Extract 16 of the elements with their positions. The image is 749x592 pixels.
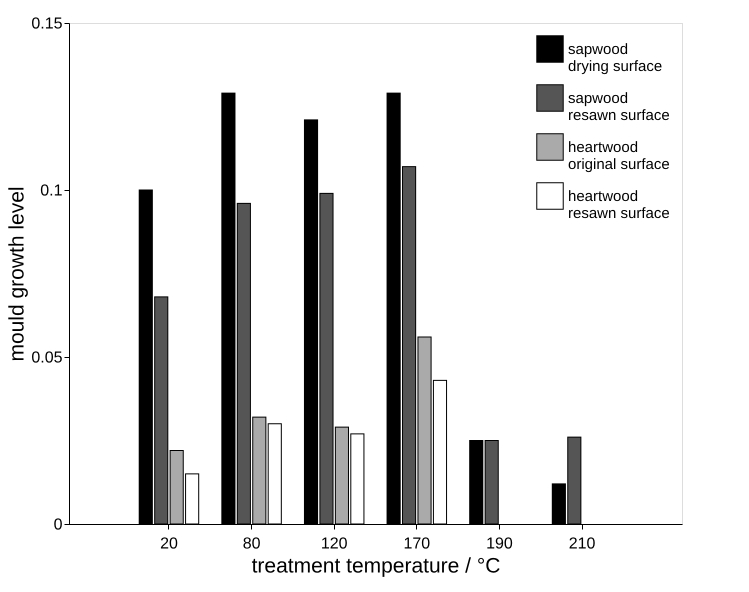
x-axis-title: treatment temperature / °C xyxy=(252,554,500,578)
x-tick-label: 20 xyxy=(160,536,178,552)
y-tick-label: 0.15 xyxy=(31,16,63,32)
x-tick-label: 190 xyxy=(486,536,513,552)
legend-label: sapwood resawn surface xyxy=(568,90,670,124)
legend-label: heartwood original surface xyxy=(568,139,670,173)
x-tick-label: 210 xyxy=(568,536,596,552)
y-tick-label: 0 xyxy=(54,516,63,534)
legend-label: heartwood resawn surface xyxy=(568,188,670,222)
y-tick-label: 0.1 xyxy=(40,182,63,200)
x-tick-label: 170 xyxy=(403,536,430,552)
y-axis-title: mould growth level xyxy=(5,186,28,362)
legend-label: sapwood drying surface xyxy=(568,41,662,75)
x-tick-label: 120 xyxy=(320,536,348,552)
x-tick-label: 80 xyxy=(242,536,261,552)
y-tick-label: 0.05 xyxy=(31,350,63,366)
